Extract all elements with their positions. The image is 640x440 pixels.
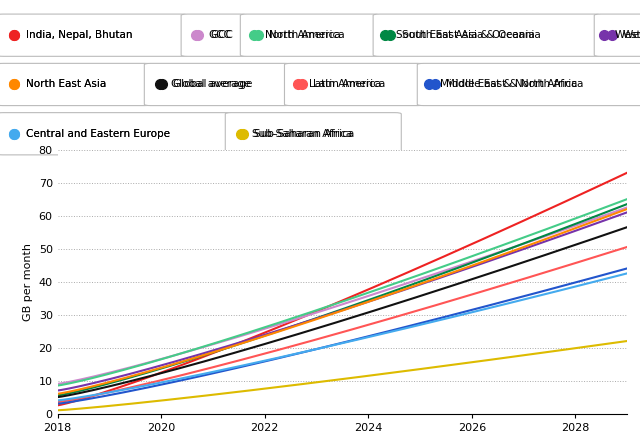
FancyBboxPatch shape bbox=[241, 14, 380, 56]
Text: Central and Eastern Europe: Central and Eastern Europe bbox=[26, 129, 170, 139]
FancyBboxPatch shape bbox=[225, 113, 401, 155]
FancyBboxPatch shape bbox=[145, 63, 291, 106]
Text: North East Asia: North East Asia bbox=[26, 80, 106, 89]
Text: Middle East & North Africa: Middle East & North Africa bbox=[440, 80, 578, 89]
Text: North America: North America bbox=[266, 30, 341, 40]
Text: GCC: GCC bbox=[210, 30, 233, 40]
FancyBboxPatch shape bbox=[595, 14, 640, 56]
FancyBboxPatch shape bbox=[0, 14, 188, 56]
Text: North East Asia: North East Asia bbox=[26, 80, 106, 89]
FancyBboxPatch shape bbox=[181, 14, 247, 56]
Text: Western Europe: Western Europe bbox=[616, 30, 640, 40]
Text: Middle East & North Africa: Middle East & North Africa bbox=[446, 80, 584, 89]
Text: North America: North America bbox=[269, 30, 345, 40]
Text: Latin America: Latin America bbox=[310, 80, 381, 89]
Text: Latin America: Latin America bbox=[314, 80, 385, 89]
Text: India, Nepal, Bhutan: India, Nepal, Bhutan bbox=[26, 30, 132, 40]
FancyBboxPatch shape bbox=[373, 14, 601, 56]
Text: Western Europe: Western Europe bbox=[623, 30, 640, 40]
FancyBboxPatch shape bbox=[285, 63, 424, 106]
Text: Global average: Global average bbox=[173, 80, 253, 89]
Text: Central and Eastern Europe: Central and Eastern Europe bbox=[26, 129, 170, 139]
Text: South East Asia & Oceania: South East Asia & Oceania bbox=[396, 30, 535, 40]
Text: Sub-Saharan Africa: Sub-Saharan Africa bbox=[252, 129, 353, 139]
Y-axis label: GB per month: GB per month bbox=[23, 242, 33, 321]
Text: India, Nepal, Bhutan: India, Nepal, Bhutan bbox=[26, 30, 132, 40]
Text: South East Asia & Oceania: South East Asia & Oceania bbox=[402, 30, 541, 40]
Text: Sub-Saharan Africa: Sub-Saharan Africa bbox=[254, 129, 355, 139]
Text: GCC: GCC bbox=[208, 30, 231, 40]
FancyBboxPatch shape bbox=[0, 63, 150, 106]
FancyBboxPatch shape bbox=[0, 113, 232, 155]
FancyBboxPatch shape bbox=[417, 63, 640, 106]
Text: Global average: Global average bbox=[172, 80, 251, 89]
